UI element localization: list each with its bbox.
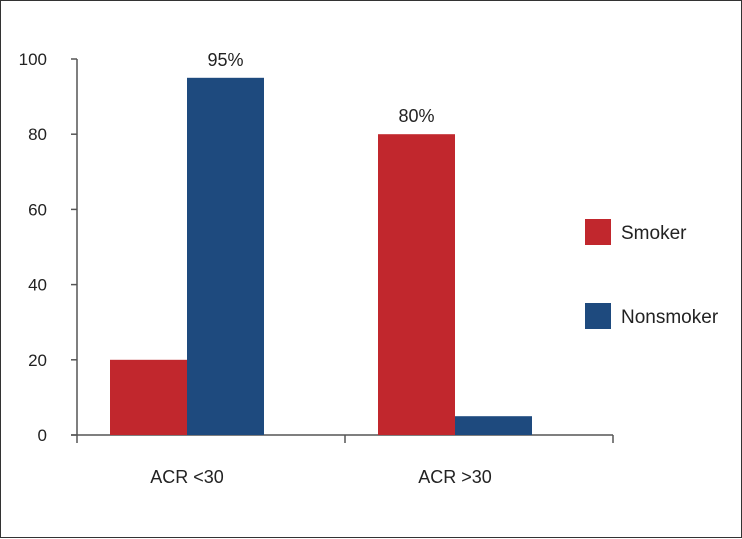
y-tick-label: 80	[28, 125, 47, 144]
data-label: 80%	[398, 106, 434, 126]
y-tick-label: 20	[28, 351, 47, 370]
y-tick-label: 0	[38, 426, 47, 445]
legend-label-smoker: Smoker	[621, 223, 687, 244]
legend-label-nonsmoker: Nonsmoker	[621, 307, 719, 328]
bar-smoker-1	[378, 134, 455, 435]
bars	[110, 77, 532, 436]
y-tick-label: 40	[28, 276, 47, 295]
y-tick-label: 100	[19, 50, 47, 69]
labels: ACR <30 ACR >30 95% 80%	[150, 50, 492, 487]
legend-swatch-nonsmoker	[585, 303, 611, 329]
data-label: 95%	[207, 50, 243, 70]
legend-swatch-smoker	[585, 219, 611, 245]
legend: Smoker Nonsmoker	[585, 219, 719, 329]
x-category-label: ACR >30	[418, 467, 492, 487]
bar-nonsmoker-1	[455, 416, 532, 435]
bar-nonsmoker-0	[187, 77, 264, 436]
x-category-label: ACR <30	[150, 467, 224, 487]
bar-smoker-0	[110, 359, 187, 435]
y-tick-label: 60	[28, 200, 47, 219]
axes: 0 20 40 60 80 100	[19, 50, 614, 445]
